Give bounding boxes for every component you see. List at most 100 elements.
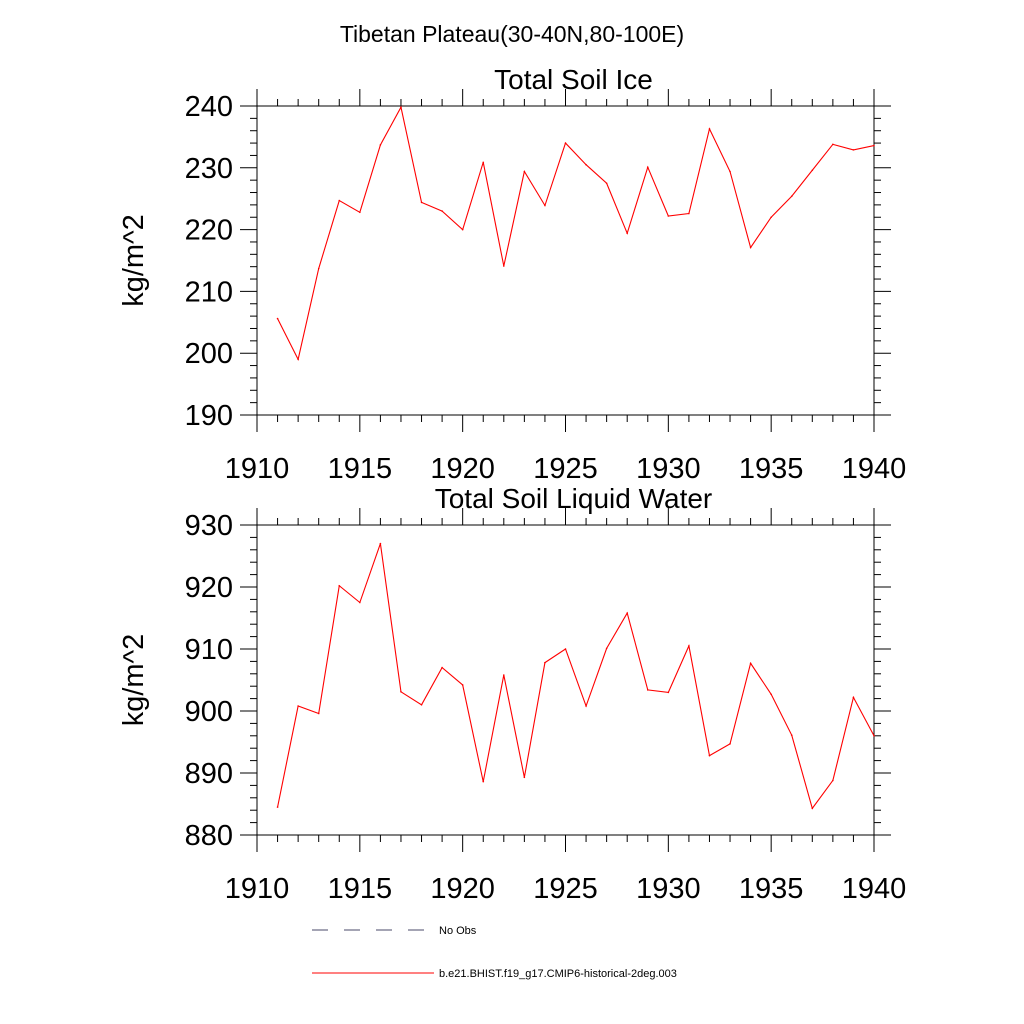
y-axis-label: kg/m^2 — [118, 214, 150, 307]
y-tick-label: 220 — [185, 215, 233, 247]
data-point — [626, 232, 628, 235]
data-point — [605, 182, 608, 185]
data-point — [729, 170, 731, 173]
data-point — [276, 806, 279, 808]
data-point — [708, 754, 711, 757]
y-tick-label: 200 — [185, 338, 233, 370]
x-tick-label: 1920 — [430, 873, 495, 905]
data-point — [523, 776, 526, 779]
data-point — [482, 161, 485, 164]
data-point — [400, 106, 402, 109]
data-point — [544, 204, 546, 207]
data-point — [564, 142, 567, 144]
data-point — [441, 666, 443, 669]
data-point — [646, 689, 649, 691]
data-point — [605, 647, 608, 650]
data-point — [852, 696, 855, 699]
tick-marks — [240, 89, 891, 432]
data-point — [276, 317, 279, 320]
plot-frame — [256, 105, 875, 416]
data-point — [297, 705, 299, 707]
data-point — [626, 612, 628, 614]
legend-label: No Obs — [439, 925, 477, 937]
chart-panels: Total Soil Ice 1910 1915 1920 1925 1930 1935 19… — [118, 64, 906, 905]
data-point — [667, 691, 670, 694]
y-tick-label: 900 — [185, 696, 233, 728]
data-point — [811, 807, 814, 810]
data-point — [420, 201, 423, 204]
data-point — [441, 210, 443, 212]
data-point — [585, 163, 587, 166]
legend: No Obs b.e21.BHIST.f19_g17.CMIP6-historic… — [312, 925, 677, 980]
x-tick-label: 1940 — [842, 453, 907, 485]
x-tick-label: 1930 — [636, 453, 701, 485]
series-line — [277, 105, 875, 361]
data-point — [852, 149, 855, 151]
data-point — [873, 144, 875, 147]
y-tick-label: 230 — [185, 153, 233, 185]
panel-2: Total Soil Liquid Water 1910 1915 1920 1925 1… — [118, 483, 906, 905]
data-point — [564, 648, 567, 650]
data-point — [811, 169, 814, 172]
data-point — [379, 542, 382, 545]
x-tick-label: 1930 — [636, 873, 701, 905]
x-tick-label: 1915 — [328, 873, 393, 905]
y-tick-label: 910 — [185, 634, 233, 666]
y-tick-label: 890 — [185, 758, 233, 790]
x-tick-label: 1935 — [739, 873, 804, 905]
y-tick-label: 920 — [185, 572, 233, 604]
panel-title: Total Soil Liquid Water — [435, 483, 713, 514]
data-point — [317, 267, 320, 270]
data-point — [832, 779, 834, 782]
data-point — [770, 216, 772, 219]
data-point — [461, 228, 464, 231]
series-line — [277, 543, 875, 810]
x-tick-label: 1910 — [225, 873, 290, 905]
data-point — [873, 735, 875, 737]
data-point — [523, 170, 526, 173]
y-tick-label: 190 — [185, 400, 233, 432]
data-point — [317, 712, 320, 715]
y-tick-label: 930 — [185, 510, 233, 542]
data-point — [749, 662, 752, 665]
data-point — [749, 246, 752, 249]
series-1 — [276, 542, 875, 810]
data-point — [770, 693, 772, 696]
data-point — [400, 690, 402, 693]
series-1 — [276, 105, 875, 361]
data-point — [688, 212, 690, 215]
y-tick-label: 240 — [185, 91, 233, 123]
y-tick-label: 210 — [185, 276, 233, 308]
x-tick-label: 1910 — [225, 453, 290, 485]
data-point — [297, 358, 299, 361]
data-point — [503, 265, 505, 267]
x-tick-label: 1920 — [430, 453, 495, 485]
data-point — [420, 704, 423, 706]
data-point — [461, 684, 464, 686]
data-point — [359, 211, 361, 214]
plot-frame — [256, 524, 875, 836]
data-point — [832, 143, 834, 146]
data-point — [482, 780, 485, 783]
figure-title: Tibetan Plateau(30-40N,80-100E) — [340, 21, 684, 47]
data-point — [338, 584, 341, 587]
legend-label: b.e21.BHIST.f19_g17.CMIP6-historical-2de… — [439, 968, 677, 980]
y-axis-label: kg/m^2 — [118, 634, 150, 727]
data-point — [790, 734, 793, 736]
data-point — [379, 144, 382, 146]
tick-marks — [240, 508, 891, 852]
data-point — [708, 128, 711, 130]
data-point — [338, 199, 341, 202]
panel-1: Total Soil Ice 1910 1915 1920 1925 1930 1935 19… — [118, 64, 906, 485]
data-point — [585, 705, 587, 707]
data-point — [359, 601, 361, 604]
x-tick-label: 1925 — [533, 453, 598, 485]
x-tick-label: 1940 — [842, 873, 907, 905]
y-tick-label: 880 — [185, 820, 233, 852]
x-tick-label: 1925 — [533, 873, 598, 905]
x-tick-label: 1935 — [739, 453, 804, 485]
data-point — [667, 215, 670, 217]
data-point — [790, 195, 793, 198]
panel-title: Total Soil Ice — [494, 64, 653, 95]
